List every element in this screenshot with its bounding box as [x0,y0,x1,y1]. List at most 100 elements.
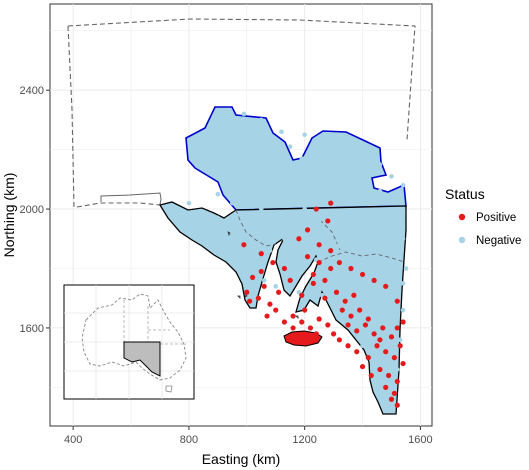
negative-point [380,242,386,248]
negative-point [273,153,279,158]
legend: Status Positive Negative [445,186,521,247]
negative-point [273,200,279,206]
positive-point [377,337,383,343]
positive-point [328,200,334,206]
legend-label-positive: Positive [476,212,516,224]
positive-point [276,289,282,295]
positive-point [394,298,400,304]
negative-point [215,191,221,197]
positive-point [348,265,354,272]
positive-point [273,307,279,313]
positive-point [397,343,403,349]
positive-point [310,280,316,286]
negative-point [366,248,371,253]
negative-point [273,284,279,289]
positive-point [383,384,389,390]
australia-outline [81,293,187,381]
positive-point [394,402,400,408]
positive-point [264,313,270,319]
negative-point [400,182,406,188]
positive-point [333,289,340,295]
legend-title: Status [445,186,485,202]
negative-point [377,188,383,194]
negative-point [334,188,339,194]
positive-point [322,295,328,301]
negative-point [345,221,351,227]
positive-point [351,292,357,298]
y-axis-title: Northing (km) [1,173,17,258]
negative-point [392,319,397,325]
negative-point [218,144,224,149]
positive-point [336,259,342,266]
negative-point [377,162,383,167]
positive-point [359,271,366,278]
x-tick-label: 400 [64,434,82,446]
negative-point [337,153,342,158]
negative-point [348,182,354,188]
negative-point [371,355,377,360]
positive-point [302,307,308,313]
negative-point [400,209,406,215]
legend-key-negative [458,236,466,244]
positive-point [313,331,319,337]
positive-point [362,322,369,328]
negative-point [232,165,238,170]
positive-point [391,355,397,361]
western-boundary-dashed [67,25,161,208]
negative-point [374,150,380,155]
negative-point [389,221,394,227]
inset-tasmania [165,385,173,393]
positive-point [328,248,334,254]
negative-point [258,117,264,123]
negative-point [316,218,322,224]
negative-point [380,313,386,319]
negative-point [287,144,293,149]
negative-point [261,138,267,144]
negative-point [267,248,273,253]
negative-point [366,171,371,176]
positive-point [299,292,305,298]
positive-point [258,268,264,275]
negative-point [374,298,380,304]
positive-point [394,378,400,385]
negative-point [360,215,365,221]
negative-point [302,206,307,212]
negative-point [241,111,247,117]
negative-point [238,132,244,138]
positive-point [261,283,267,289]
positive-point [342,298,348,304]
positive-point [307,325,314,331]
negative-point [279,129,284,135]
positive-point [322,277,328,283]
positive-point [365,355,371,361]
positive-points [241,200,406,408]
negative-point [232,248,238,253]
positive-point [357,307,363,313]
negative-point [302,132,307,138]
negative-point [400,236,406,242]
positive-point [368,372,374,379]
positive-point [325,322,331,328]
negative-point [377,379,383,384]
negative-point [357,156,362,161]
positive-point [345,343,351,349]
positive-point [359,363,366,370]
negative-point [374,319,380,325]
positive-point [270,259,276,266]
negative-point [322,233,328,239]
x-tick-label: 1600 [408,434,432,446]
negative-point [339,313,345,319]
positive-point [313,206,319,212]
positive-point [365,316,371,322]
positive-point [244,289,250,295]
negative-point [389,385,394,390]
positive-point [241,242,247,248]
negative-point [261,168,267,173]
y-axis-ticks: 1600 2000 2400 [20,85,50,335]
positive-point [299,319,305,325]
positive-point [304,254,311,260]
negative-point [351,236,357,242]
negative-point [302,263,307,268]
x-axis-ticks: 400 800 1200 1600 [64,426,433,446]
